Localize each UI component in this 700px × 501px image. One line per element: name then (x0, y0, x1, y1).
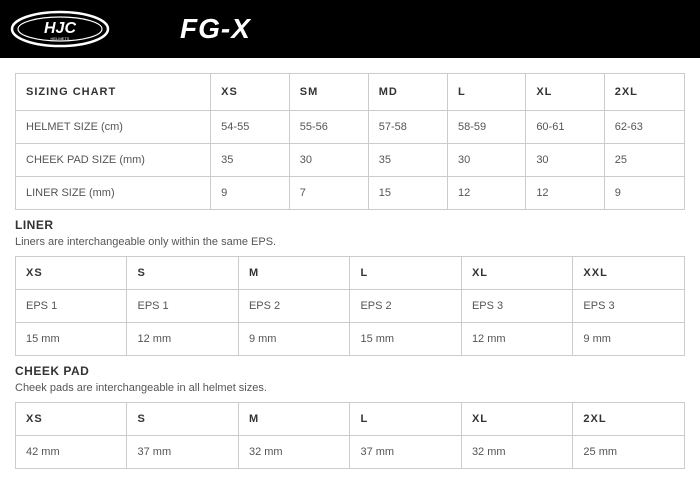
brand-subtext: HELMETS (51, 36, 70, 41)
size-header: XL (461, 257, 572, 290)
cell: 12 (526, 177, 604, 210)
size-header: S (127, 257, 238, 290)
cell: 12 mm (127, 323, 238, 356)
cell: 9 mm (573, 323, 685, 356)
header-bar: HJC HELMETS FG-X (0, 0, 700, 58)
cell: 32 mm (238, 436, 349, 469)
table-row: 15 mm 12 mm 9 mm 15 mm 12 mm 9 mm (16, 323, 685, 356)
sizing-chart-table: SIZING CHART XS SM MD L XL 2XL HELMET SI… (15, 73, 685, 210)
cell: EPS 2 (350, 290, 461, 323)
cell: 15 (368, 177, 447, 210)
cell: 25 (604, 144, 684, 177)
size-header: XS (16, 403, 127, 436)
cell: 42 mm (16, 436, 127, 469)
cell: 55-56 (289, 111, 368, 144)
size-header: XS (16, 257, 127, 290)
cell: 15 mm (350, 323, 461, 356)
size-header: MD (368, 74, 447, 111)
size-header: S (127, 403, 238, 436)
cell: 9 (211, 177, 290, 210)
cell: 12 mm (461, 323, 572, 356)
cell: 57-58 (368, 111, 447, 144)
size-header: L (350, 257, 461, 290)
size-header: XS (211, 74, 290, 111)
cell: 32 mm (461, 436, 572, 469)
liner-description: Liners are interchangeable only within t… (15, 236, 685, 248)
content-area: SIZING CHART XS SM MD L XL 2XL HELMET SI… (0, 58, 700, 487)
sizing-chart-title: SIZING CHART (16, 74, 211, 111)
cell: EPS 3 (573, 290, 685, 323)
cell: 30 (289, 144, 368, 177)
cell: 60-61 (526, 111, 604, 144)
size-header: M (238, 257, 349, 290)
cell: 35 (211, 144, 290, 177)
cell: 54-55 (211, 111, 290, 144)
table-row: EPS 1 EPS 1 EPS 2 EPS 2 EPS 3 EPS 3 (16, 290, 685, 323)
cell: 25 mm (573, 436, 685, 469)
liner-title: LINER (15, 218, 685, 232)
table-row: 42 mm 37 mm 32 mm 37 mm 32 mm 25 mm (16, 436, 685, 469)
size-header: M (238, 403, 349, 436)
cell: 62-63 (604, 111, 684, 144)
row-label: LINER SIZE (mm) (16, 177, 211, 210)
cell: 9 mm (238, 323, 349, 356)
table-header-row: XS S M L XL XXL (16, 257, 685, 290)
cell: 30 (526, 144, 604, 177)
size-header: XXL (573, 257, 685, 290)
brand-text: HJC (44, 20, 76, 37)
size-header: XL (461, 403, 572, 436)
cheek-pad-table: XS S M L XL 2XL 42 mm 37 mm 32 mm 37 mm … (15, 402, 685, 469)
cell: 35 (368, 144, 447, 177)
cell: 58-59 (447, 111, 525, 144)
cell: 37 mm (350, 436, 461, 469)
cheek-pad-title: CHEEK PAD (15, 364, 685, 378)
table-row: LINER SIZE (mm) 9 7 15 12 12 9 (16, 177, 685, 210)
row-label: CHEEK PAD SIZE (mm) (16, 144, 211, 177)
cell: 30 (447, 144, 525, 177)
cell: EPS 1 (16, 290, 127, 323)
liner-table: XS S M L XL XXL EPS 1 EPS 1 EPS 2 EPS 2 … (15, 256, 685, 356)
cheek-pad-description: Cheek pads are interchangeable in all he… (15, 382, 685, 394)
cell: 15 mm (16, 323, 127, 356)
cell: 12 (447, 177, 525, 210)
cell: EPS 3 (461, 290, 572, 323)
size-header: 2XL (604, 74, 684, 111)
table-row: CHEEK PAD SIZE (mm) 35 30 35 30 30 25 (16, 144, 685, 177)
size-header: 2XL (573, 403, 685, 436)
cell: 7 (289, 177, 368, 210)
table-header-row: SIZING CHART XS SM MD L XL 2XL (16, 74, 685, 111)
size-header: L (350, 403, 461, 436)
table-header-row: XS S M L XL 2XL (16, 403, 685, 436)
row-label: HELMET SIZE (cm) (16, 111, 211, 144)
cell: 9 (604, 177, 684, 210)
size-header: L (447, 74, 525, 111)
brand-logo: HJC HELMETS (10, 10, 140, 48)
size-header: SM (289, 74, 368, 111)
cell: EPS 2 (238, 290, 349, 323)
table-row: HELMET SIZE (cm) 54-55 55-56 57-58 58-59… (16, 111, 685, 144)
size-header: XL (526, 74, 604, 111)
cell: EPS 1 (127, 290, 238, 323)
model-name: FG-X (180, 13, 251, 45)
cell: 37 mm (127, 436, 238, 469)
